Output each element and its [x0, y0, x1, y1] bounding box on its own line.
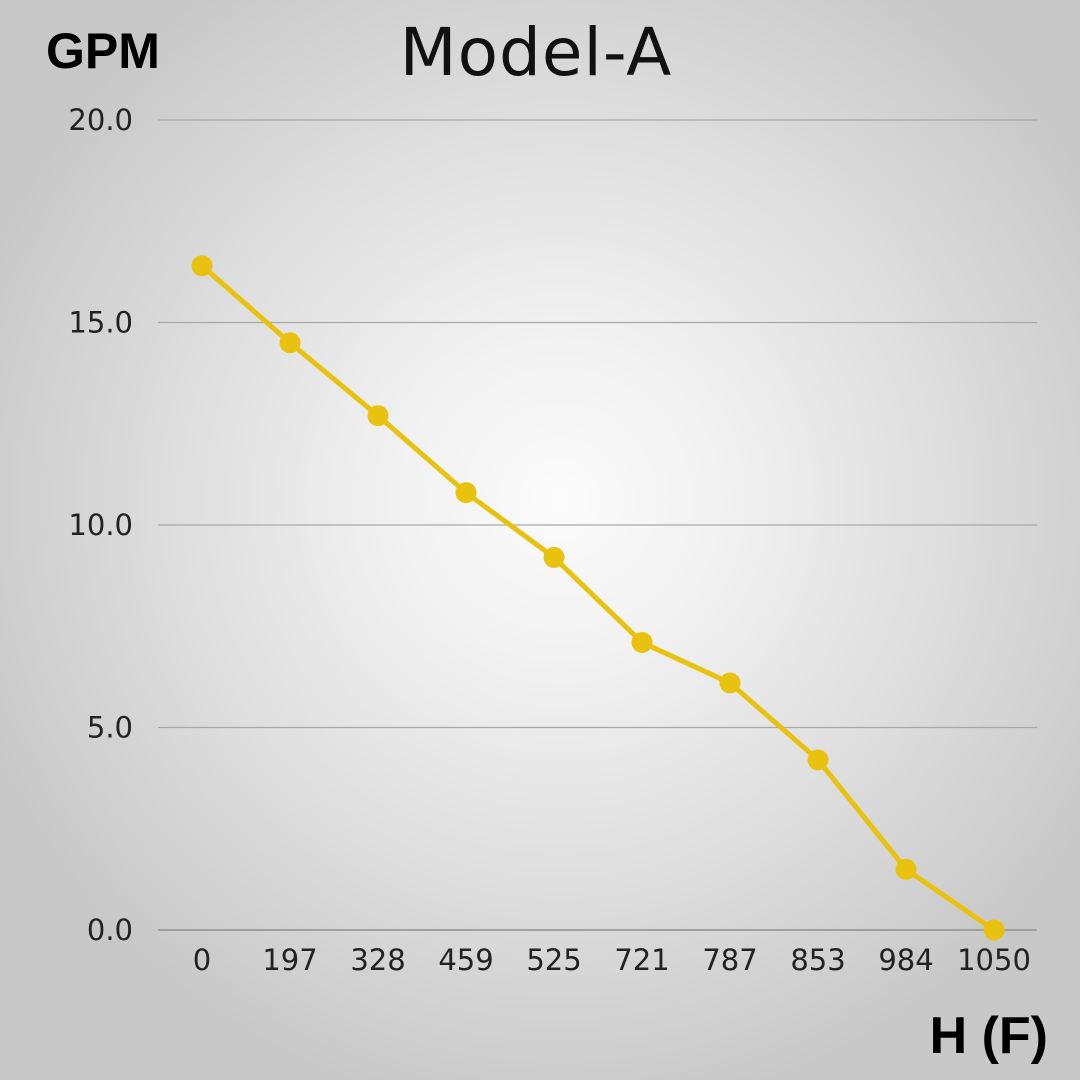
y-tick-labels: 0.0 5.0 10.0 15.0 20.0	[68, 103, 133, 947]
x-tick-label: 328	[350, 943, 405, 977]
x-tick-label: 197	[262, 943, 317, 977]
y-tick-label: 0.0	[87, 913, 133, 947]
data-point	[719, 672, 741, 694]
x-tick-label: 721	[614, 943, 669, 977]
y-tick-label: 15.0	[68, 306, 133, 340]
y-tick-label: 5.0	[87, 711, 133, 745]
grid-lines	[158, 119, 1037, 931]
data-point	[983, 919, 1005, 941]
x-tick-label: 0	[193, 943, 211, 977]
data-point	[191, 255, 213, 277]
data-point	[631, 631, 653, 653]
y-tick-label: 20.0	[68, 103, 133, 137]
x-tick-labels: 0 197 328 459 525 721 787 853 984 1050	[193, 943, 1031, 977]
x-tick-label: 853	[790, 943, 845, 977]
chart-title: Model-A	[399, 14, 673, 91]
x-tick-label: 787	[702, 943, 757, 977]
y-axis-label: GPM	[46, 23, 160, 79]
y-tick-label: 10.0	[68, 508, 133, 542]
data-point	[279, 332, 301, 354]
data-point	[367, 405, 389, 427]
x-tick-label: 984	[878, 943, 933, 977]
series-line	[199, 263, 997, 933]
data-point	[807, 749, 829, 771]
x-axis-label: H (F)	[929, 1007, 1048, 1065]
series-layer	[191, 255, 1005, 941]
x-tick-label: 525	[526, 943, 581, 977]
x-tick-label: 1050	[957, 943, 1031, 977]
x-tick-label: 459	[438, 943, 493, 977]
data-point	[455, 482, 477, 504]
data-point	[543, 546, 565, 568]
data-point	[895, 858, 917, 880]
